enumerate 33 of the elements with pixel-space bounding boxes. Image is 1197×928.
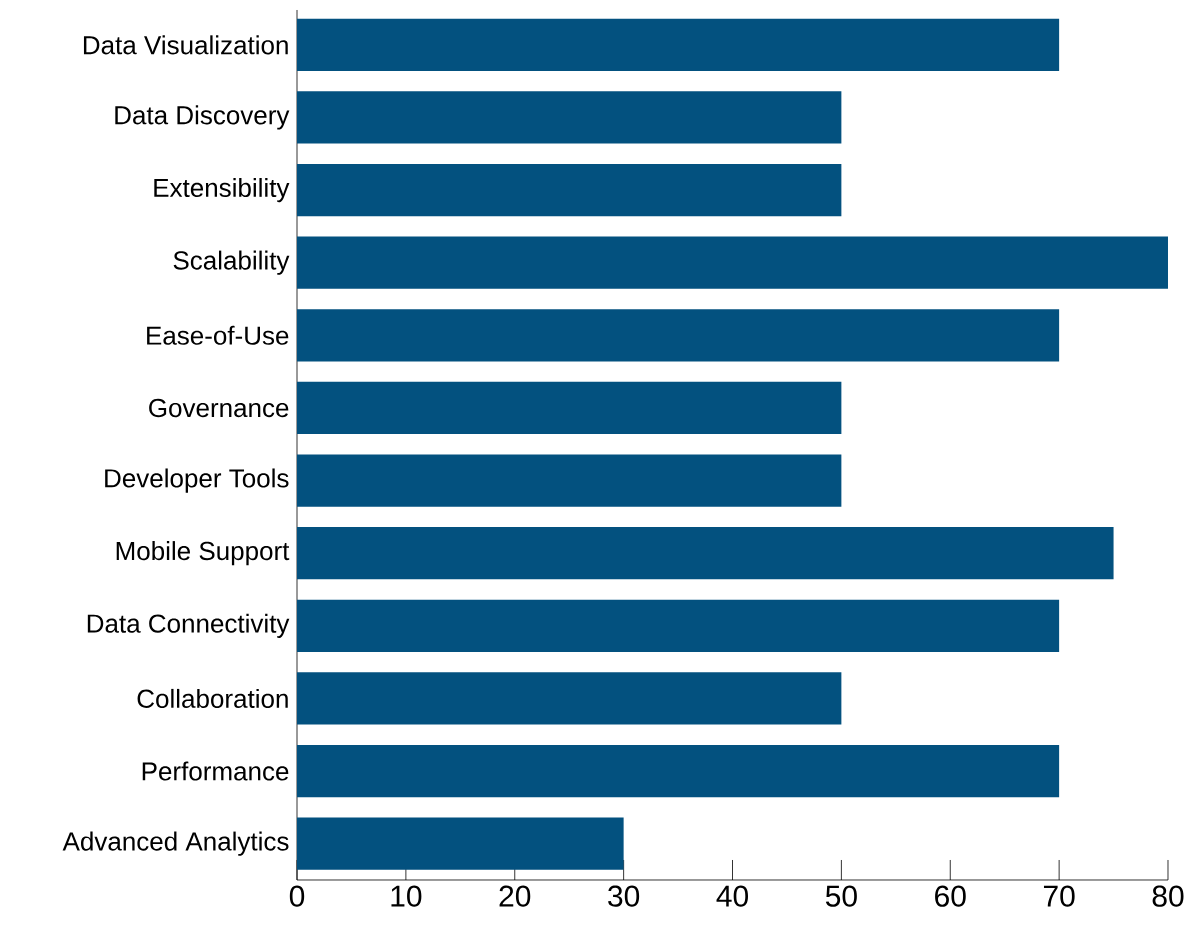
y-tick-label: Developer Tools xyxy=(105,468,289,493)
y-tick-label: Scalability xyxy=(173,250,290,275)
y-tick-label: Data Connectivity xyxy=(87,613,290,638)
bar xyxy=(297,163,842,217)
x-tick-label: 20 xyxy=(499,885,531,907)
x-tick-label: 0 xyxy=(289,885,305,907)
bar xyxy=(297,309,1060,362)
x-tick-label: 80 xyxy=(1152,885,1184,907)
x-tick-label: 70 xyxy=(1043,885,1075,907)
bar xyxy=(297,236,1168,289)
y-tick-label: Mobile Support xyxy=(116,541,290,566)
bar xyxy=(297,672,842,725)
x-tick-label: 10 xyxy=(391,885,422,907)
y-tick-label: Performance xyxy=(142,761,289,781)
y-tick-label: Collaboration xyxy=(137,688,288,708)
y-tick-label: Governance xyxy=(149,398,289,418)
bar xyxy=(297,599,1060,652)
bar xyxy=(297,454,842,507)
x-tick-label: 60 xyxy=(935,885,966,907)
y-tick-label: Advanced Analytics xyxy=(62,831,289,856)
bar xyxy=(297,817,624,870)
y-tick-label: Data Discovery xyxy=(115,105,290,130)
bar xyxy=(297,381,842,435)
bar xyxy=(297,527,1114,580)
x-tick-label: 40 xyxy=(716,885,749,907)
y-tick-label: Extensibility xyxy=(154,177,290,203)
y-tick-label: Ease-of-Use xyxy=(147,325,289,345)
x-tick-label: 30 xyxy=(608,885,640,907)
y-tick-label: Data Visualization xyxy=(83,35,288,55)
bar xyxy=(297,744,1060,798)
bar xyxy=(297,18,1060,71)
x-tick-label: 50 xyxy=(825,885,857,907)
bar xyxy=(297,91,842,144)
